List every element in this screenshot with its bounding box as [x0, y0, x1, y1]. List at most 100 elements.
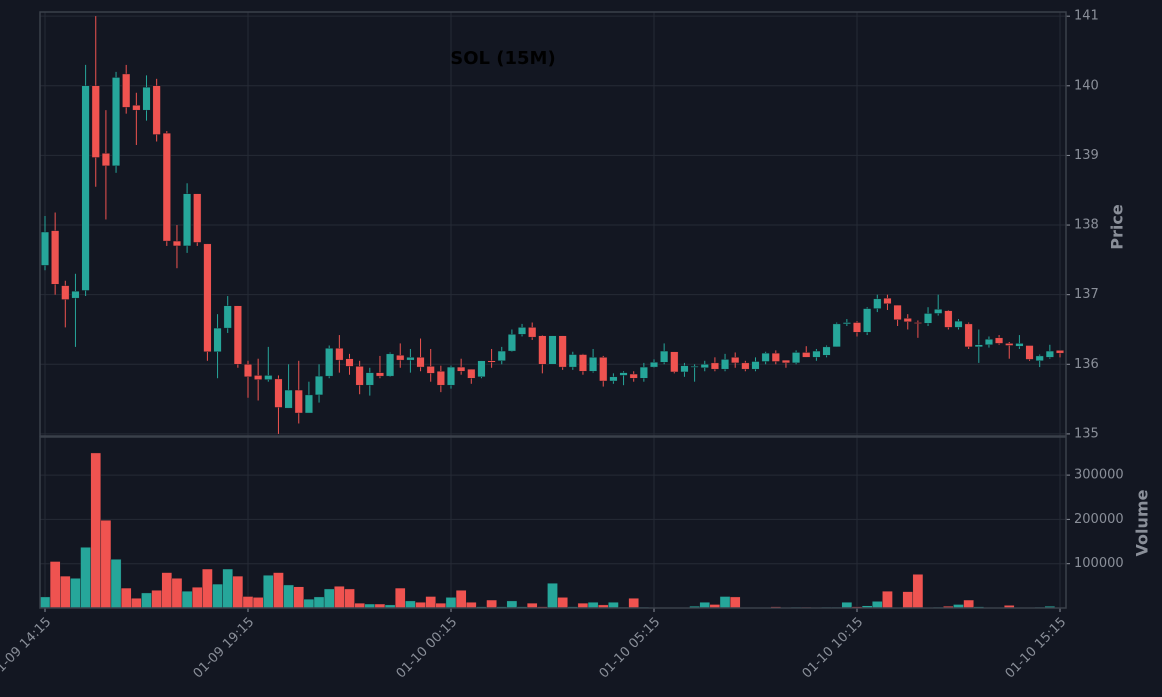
candle-body	[1025, 345, 1034, 360]
volume-bar	[110, 559, 122, 609]
candle-body	[132, 105, 141, 111]
volume-axis-label: Volume	[1133, 489, 1152, 556]
candle-body	[690, 366, 699, 368]
candle-body	[832, 323, 841, 348]
candle-body	[91, 85, 100, 158]
volume-bar	[557, 597, 568, 609]
volume-tick-label: 100000	[1074, 556, 1124, 571]
volume-bar	[963, 599, 974, 609]
candle-body	[325, 348, 334, 377]
candle-body	[731, 357, 740, 364]
candle-body	[863, 308, 872, 333]
volume-bar	[131, 598, 142, 609]
volume-bar	[151, 590, 162, 609]
volume-bar	[872, 601, 883, 609]
candle-body	[822, 346, 831, 356]
volume-bar	[334, 586, 345, 609]
volume-bar	[425, 596, 436, 609]
candle-body	[934, 309, 943, 314]
candle-body	[416, 357, 425, 368]
candle-body	[528, 327, 537, 338]
y-tick-label: 139	[1074, 148, 1099, 163]
volume-bar	[80, 547, 91, 609]
volume-bar	[120, 587, 132, 609]
volume-bar	[902, 591, 914, 609]
chart-title: SOL (15M)	[450, 48, 555, 69]
volume-bar	[212, 583, 223, 609]
volume-bar	[161, 572, 173, 609]
candle-body	[680, 365, 689, 373]
candle-body	[112, 77, 121, 167]
volume-bar	[60, 575, 71, 609]
candle-body	[578, 354, 587, 372]
volume-bar	[273, 572, 284, 609]
candle-body	[609, 376, 618, 382]
volume-bar	[242, 596, 254, 609]
volume-bar	[70, 578, 81, 609]
candle-body	[254, 375, 263, 380]
candle-body	[396, 355, 405, 361]
candle-body	[122, 73, 131, 108]
volume-bar	[293, 586, 305, 609]
volume-bar	[628, 598, 639, 609]
candle-body	[436, 371, 445, 386]
volume-bar	[202, 568, 213, 609]
candle-body	[447, 366, 456, 386]
candle-body	[213, 327, 222, 352]
candle-body	[974, 344, 983, 348]
volume-bar	[252, 597, 264, 609]
candle-body	[944, 310, 953, 328]
y-tick-label: 136	[1074, 357, 1099, 372]
candle-body	[710, 362, 719, 370]
volume-bar	[263, 575, 274, 609]
candle-body	[741, 362, 750, 370]
candle-body	[162, 132, 171, 242]
candle-body	[721, 359, 730, 370]
candle-body	[294, 389, 303, 414]
candle-body	[1045, 350, 1054, 358]
volume-bar	[415, 602, 426, 609]
volume-bar	[191, 586, 203, 609]
candle-body	[558, 335, 567, 368]
candle-body	[812, 350, 821, 358]
candle-body	[842, 322, 851, 325]
candle-body	[518, 327, 527, 335]
volume-bar	[841, 602, 853, 609]
candle-body	[101, 153, 110, 167]
candle-body	[964, 323, 973, 348]
x-tick-label: 01-10 05:15	[597, 615, 664, 682]
candle-body	[792, 352, 801, 364]
candle-body	[183, 193, 192, 247]
candle-body	[995, 337, 1004, 344]
candle-body	[751, 361, 760, 370]
candle-body	[883, 297, 892, 304]
volume-bar	[344, 588, 355, 609]
candle-body	[233, 305, 242, 365]
candle-body	[589, 357, 598, 372]
y-tick-label: 135	[1074, 426, 1099, 441]
candle-body	[497, 350, 506, 362]
price-frame	[39, 11, 1067, 437]
candle-body	[1055, 350, 1064, 354]
candle-body	[913, 322, 922, 324]
volume-bar	[313, 596, 325, 609]
candle-body	[954, 320, 963, 328]
candle-body	[1015, 343, 1024, 347]
y-tick-label: 138	[1074, 218, 1099, 233]
candle-body	[152, 85, 161, 135]
volume-bar	[729, 596, 741, 609]
candle-body	[761, 352, 770, 362]
y-axis-label: Price	[1108, 204, 1127, 250]
volume-bar	[141, 592, 152, 609]
volume-bar	[547, 582, 558, 609]
candle-body	[599, 357, 608, 382]
volume-bar	[455, 590, 467, 609]
candle-body	[355, 366, 364, 386]
volume-tick-label: 200000	[1074, 512, 1124, 527]
x-tick-label: 01-10 15:15	[1003, 615, 1070, 682]
candle-body	[467, 368, 476, 379]
x-tick-label: 01-10 10:15	[800, 615, 867, 682]
candle-body	[650, 362, 659, 368]
